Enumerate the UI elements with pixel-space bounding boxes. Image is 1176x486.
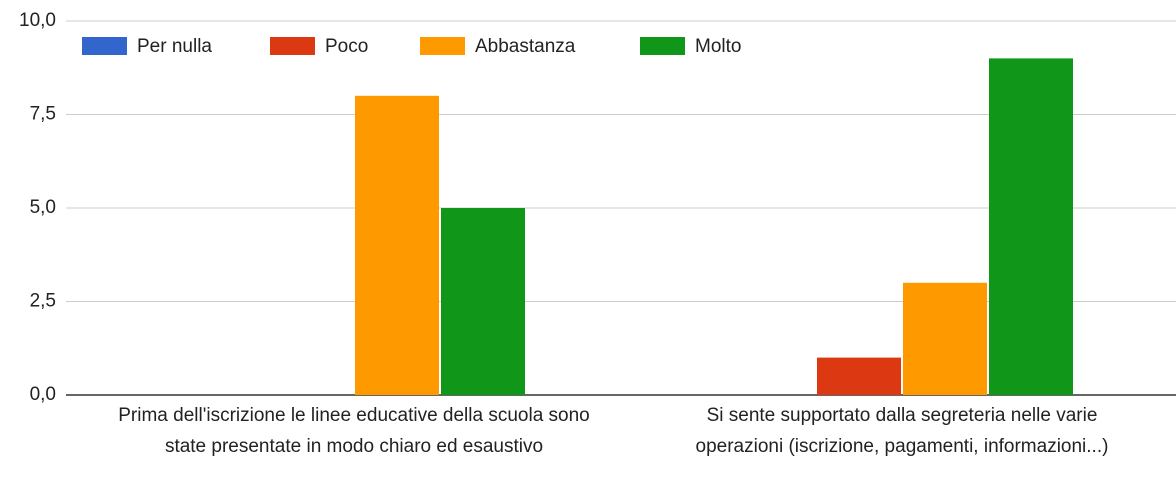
- legend-label: Molto: [695, 36, 741, 57]
- bar: [817, 357, 901, 395]
- legend-label: Poco: [325, 36, 368, 57]
- bar: [989, 58, 1073, 396]
- legend-label: Abbastanza: [475, 36, 576, 57]
- bar: [903, 282, 987, 395]
- y-tick-label: 2,5: [30, 291, 56, 312]
- y-tick-label: 10,0: [19, 10, 56, 31]
- x-tick-label: Si sente supportato dalla segreteria nel…: [695, 405, 1109, 457]
- legend-label: Per nulla: [137, 36, 212, 57]
- legend-swatch: [82, 37, 127, 55]
- bar: [441, 208, 525, 395]
- legend-swatch: [420, 37, 465, 55]
- y-tick-label: 7,5: [30, 104, 56, 125]
- bar: [355, 95, 439, 396]
- x-tick-label: Prima dell'iscrizione le linee educative…: [118, 405, 590, 457]
- legend-swatch: [640, 37, 685, 55]
- y-tick-label: 5,0: [30, 197, 56, 218]
- y-tick-label: 0,0: [30, 384, 56, 405]
- legend-swatch: [270, 37, 315, 55]
